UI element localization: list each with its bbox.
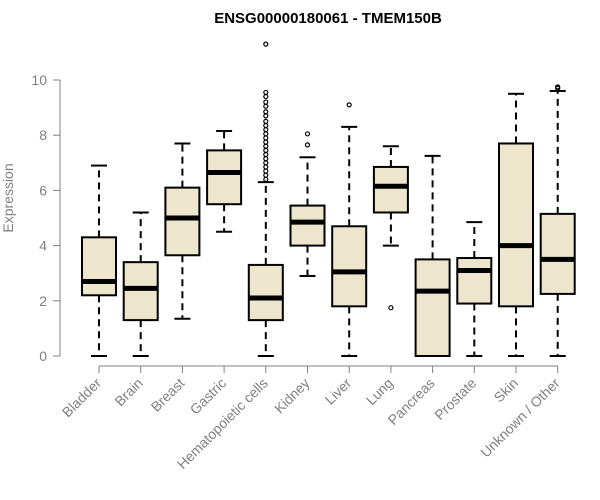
box-iqr	[289, 204, 326, 247]
outlier-point	[555, 84, 561, 90]
box-prostate	[456, 221, 493, 357]
outlier-point	[263, 143, 269, 149]
outlier-point	[304, 131, 311, 137]
outlier-point	[263, 139, 269, 145]
outlier-point	[263, 135, 269, 141]
box-skin	[498, 92, 534, 357]
box-kidney	[289, 131, 326, 277]
chart-title: ENSG00000180061 - TMEM150B	[214, 10, 442, 27]
outlier-point	[263, 41, 269, 47]
y-axis: 0 2 4 6 8 10	[31, 72, 61, 364]
box-hematopoietic-cells	[247, 41, 284, 357]
box-unknown-other	[539, 84, 576, 357]
outlier-point	[263, 168, 269, 174]
box-iqr	[414, 258, 451, 357]
y-tick-label: 4	[39, 238, 47, 254]
y-tick-label: 2	[39, 293, 47, 309]
x-category-label: Lung	[363, 375, 396, 408]
x-category-label: Kidney	[271, 375, 313, 417]
box-liver	[331, 102, 368, 357]
outlier-point	[263, 122, 269, 129]
y-tick-label: 8	[39, 127, 47, 143]
box-bladder	[81, 164, 117, 357]
outlier-point	[263, 151, 269, 158]
y-tick-label: 0	[39, 348, 47, 364]
x-category-label: Liver	[322, 375, 355, 408]
outlier-point	[263, 99, 269, 105]
boxes-group	[81, 41, 576, 357]
outlier-point	[263, 176, 269, 182]
box-iqr	[122, 261, 159, 322]
x-category-label: Skin	[491, 375, 522, 406]
outlier-point	[263, 103, 269, 109]
x-category-label: Unknown / Other	[477, 375, 563, 461]
box-lung	[372, 145, 409, 311]
x-category-label: Brain	[111, 375, 145, 409]
y-tick-label: 6	[39, 182, 47, 198]
box-iqr	[247, 263, 284, 322]
outlier-point	[263, 118, 269, 125]
x-category-label: Breast	[148, 375, 188, 415]
box-iqr	[498, 142, 534, 308]
box-brain	[122, 211, 159, 357]
outlier-point	[263, 113, 269, 119]
box-iqr	[164, 186, 201, 257]
box-iqr	[206, 149, 243, 206]
x-category-label: Prostate	[431, 375, 479, 423]
outlier-point	[263, 127, 269, 133]
box-iqr	[539, 212, 576, 295]
box-iqr	[456, 257, 493, 305]
outlier-point	[263, 131, 269, 137]
box-iqr	[331, 225, 368, 308]
y-tick-label: 10	[31, 72, 47, 88]
outlier-point	[304, 142, 311, 148]
outlier-point	[263, 156, 269, 162]
y-axis-title: Expression	[0, 163, 16, 232]
box-pancreas	[414, 154, 451, 357]
outlier-point	[263, 93, 269, 100]
outlier-point	[388, 305, 394, 311]
box-iqr	[81, 236, 117, 297]
outlier-point	[263, 172, 269, 178]
x-category-label: Bladder	[59, 375, 105, 421]
box-breast	[164, 142, 201, 320]
outlier-point	[263, 164, 269, 170]
box-gastric	[206, 130, 243, 233]
outlier-point	[263, 89, 269, 96]
outlier-point	[263, 147, 269, 153]
outlier-point	[263, 109, 269, 115]
outlier-point	[346, 102, 352, 108]
box-iqr	[372, 165, 409, 214]
outlier-point	[263, 160, 269, 166]
